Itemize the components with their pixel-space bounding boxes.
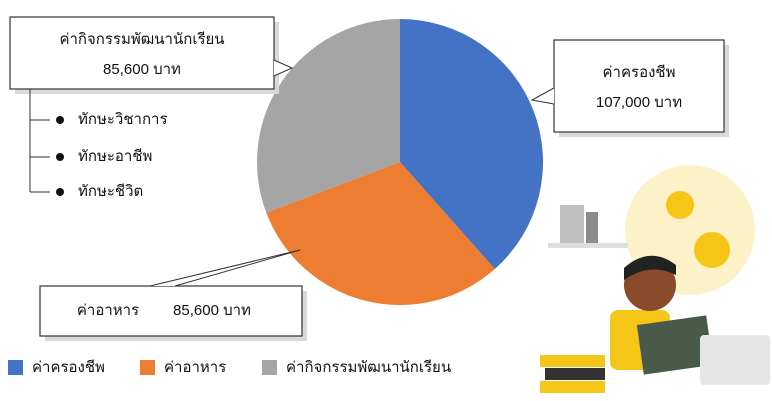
illustration — [540, 165, 770, 393]
annotation: ทักษะชีวิต — [78, 183, 143, 200]
callout-pointer — [273, 59, 294, 77]
callout-value: 85,600 บาท — [173, 302, 251, 319]
bullet — [56, 116, 64, 124]
callout-label: ค่าครองชีพ — [603, 64, 676, 81]
callout-value: 85,600 บาท — [103, 61, 181, 78]
callout-label: ค่ากิจกรรมพัฒนานักเรียน — [59, 31, 224, 48]
callout-label: ค่าอาหาร — [77, 302, 139, 319]
pie-slice — [400, 19, 543, 270]
legend-label: ค่ากิจกรรมพัฒนานักเรียน — [286, 359, 451, 376]
callout — [553, 39, 725, 133]
legend-swatch — [262, 360, 277, 375]
callout-pointer — [530, 87, 555, 105]
callout-pointer — [149, 249, 301, 287]
callout-value: 107,000 บาท — [596, 94, 682, 111]
annotation: ทักษะวิชาการ — [78, 111, 168, 128]
pie-slice — [257, 19, 400, 213]
legend-swatch — [140, 360, 155, 375]
pie — [257, 19, 543, 305]
legend-label: ค่าครองชีพ — [32, 359, 105, 376]
callout — [39, 285, 303, 337]
legend-label: ค่าอาหาร — [164, 359, 226, 376]
bullet — [56, 188, 64, 196]
legend-swatch — [8, 360, 23, 375]
pie-slice — [266, 162, 495, 305]
annotation: ทักษะอาชีพ — [78, 148, 152, 165]
bullet — [56, 153, 64, 161]
bracket — [29, 89, 50, 193]
callout — [9, 16, 275, 90]
legend: ค่าครองชีพ ค่าอาหาร ค่ากิจกรรมพัฒนานักเรีย… — [8, 359, 451, 376]
